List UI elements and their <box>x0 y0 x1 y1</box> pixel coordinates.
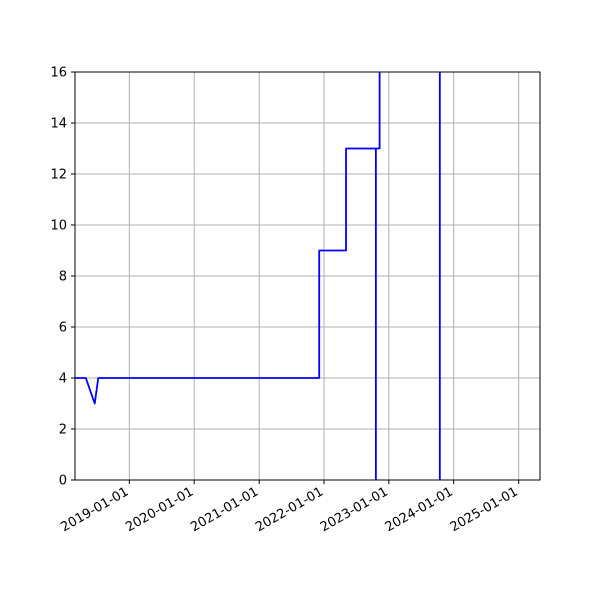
y-tick-label: 4 <box>59 372 67 387</box>
y-tick-label: 2 <box>59 423 67 438</box>
y-tick-label: 6 <box>59 321 67 336</box>
y-tick-label: 10 <box>50 219 67 234</box>
y-tick-label: 8 <box>59 270 67 285</box>
y-tick-label: 0 <box>59 474 67 489</box>
series-line <box>75 72 441 480</box>
series-layer <box>75 72 441 480</box>
y-tick-label: 12 <box>50 168 67 183</box>
y-axis: 0 2 4 6 8 10 12 14 16 <box>50 66 75 489</box>
y-tick-label: 14 <box>50 117 67 132</box>
y-tick-label: 16 <box>50 66 67 81</box>
